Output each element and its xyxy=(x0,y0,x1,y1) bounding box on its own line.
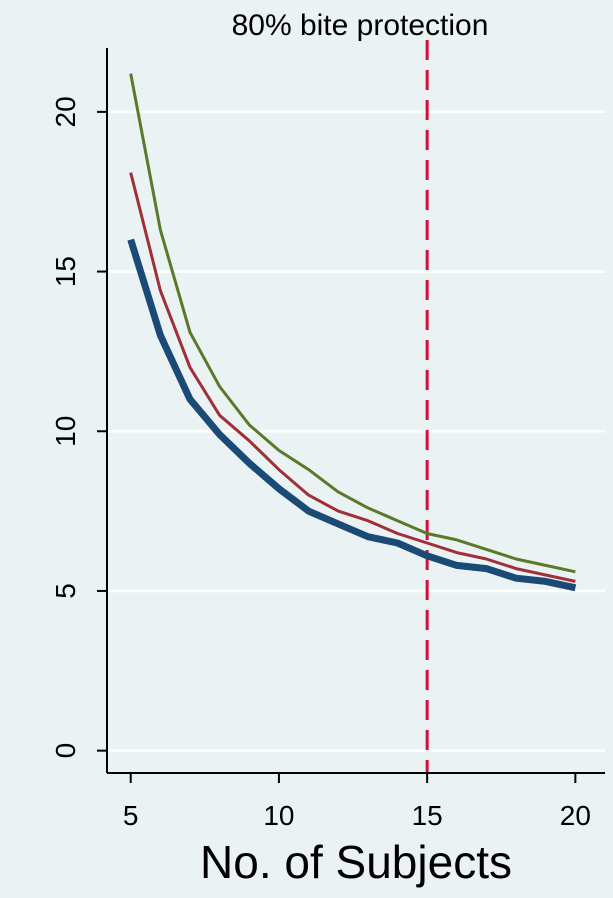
labels: 80% bite protection No. of Subjects xyxy=(200,9,512,888)
series-line-2 xyxy=(129,172,576,583)
y-tick-label-0: 0 xyxy=(50,743,81,759)
y-tick-label-20: 20 xyxy=(50,96,81,127)
x-axis-title: No. of Subjects xyxy=(200,836,512,888)
y-tick-label-15: 15 xyxy=(50,256,81,287)
chart-title: 80% bite protection xyxy=(232,9,489,42)
x-tick-label-20: 20 xyxy=(560,800,591,831)
y-tick-label-5: 5 xyxy=(50,583,81,599)
series-line-1 xyxy=(129,73,576,574)
axes: 0 5 10 15 20 5 10 15 20 xyxy=(50,48,605,831)
x-tick-label-10: 10 xyxy=(263,800,294,831)
gridlines xyxy=(107,110,605,752)
y-tick-label-10: 10 xyxy=(50,416,81,447)
x-tick-label-5: 5 xyxy=(123,800,139,831)
series-line-3 xyxy=(127,238,577,592)
series-layer xyxy=(127,73,577,592)
x-tick-label-15: 15 xyxy=(412,800,443,831)
